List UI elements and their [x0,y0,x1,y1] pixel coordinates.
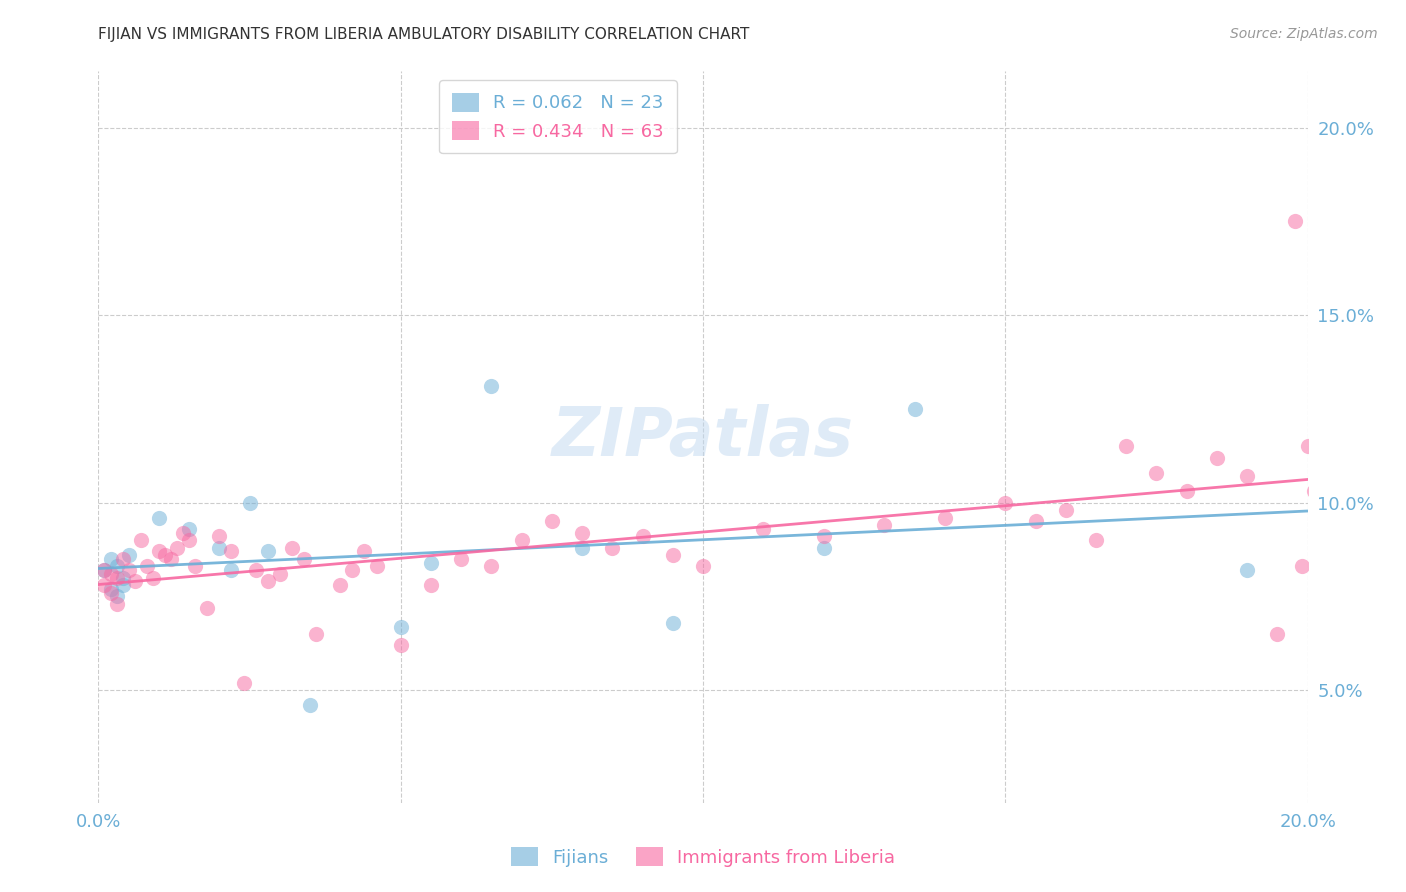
Point [329,578,352,592]
Point [100,566,122,581]
Point [179,533,201,548]
Point [1284,214,1306,228]
Point [602,541,624,555]
Point [692,559,714,574]
Text: ZIPatlas: ZIPatlas [553,404,853,470]
Point [994,496,1017,510]
Point [813,529,835,543]
Point [292,552,315,566]
Point [510,533,533,548]
Point [571,541,593,555]
Point [904,401,927,416]
Legend: R = 0.062   N = 23, R = 0.434   N = 63: R = 0.062 N = 23, R = 0.434 N = 63 [439,80,676,153]
Point [1291,559,1313,574]
Point [93,563,115,577]
Point [281,541,304,555]
Point [873,518,896,533]
Point [1267,627,1289,641]
Point [1206,450,1229,465]
Point [1309,469,1331,483]
Point [752,522,775,536]
Point [148,510,170,524]
Point [631,529,654,543]
Point [105,571,128,585]
Point [232,675,254,690]
Point [1054,503,1077,517]
Point [662,548,685,562]
Point [540,515,562,529]
Point [148,544,170,558]
Point [100,582,122,596]
Point [256,574,278,589]
Point [481,559,503,574]
Point [269,566,291,581]
Point [142,571,165,585]
Point [105,590,128,604]
Point [166,541,188,555]
Point [111,571,134,585]
Point [118,548,141,562]
Point [1175,484,1198,499]
Point [1296,440,1319,454]
Point [184,559,207,574]
Point [153,548,176,562]
Point [221,563,243,577]
Point [389,638,412,652]
Point [245,563,267,577]
Point [105,597,128,611]
Point [124,574,146,589]
Point [813,541,835,555]
Point [195,600,218,615]
Point [179,522,201,536]
Point [111,552,134,566]
Point [481,379,503,393]
Text: FIJIAN VS IMMIGRANTS FROM LIBERIA AMBULATORY DISABILITY CORRELATION CHART: FIJIAN VS IMMIGRANTS FROM LIBERIA AMBULA… [98,27,749,42]
Point [129,533,152,548]
Point [105,559,128,574]
Point [1302,484,1324,499]
Point [934,510,956,524]
Text: Source: ZipAtlas.com: Source: ZipAtlas.com [1230,27,1378,41]
Point [93,578,115,592]
Point [239,496,262,510]
Point [118,563,141,577]
Point [1236,563,1258,577]
Point [135,559,157,574]
Point [353,544,375,558]
Point [111,578,134,592]
Point [100,586,122,600]
Point [420,556,443,570]
Point [1115,440,1137,454]
Point [305,627,328,641]
Point [389,619,412,633]
Point [366,559,388,574]
Point [342,563,364,577]
Point [1085,533,1108,548]
Point [1144,466,1167,480]
Point [208,529,231,543]
Point [571,525,593,540]
Point [299,698,322,713]
Point [1236,469,1258,483]
Point [662,615,685,630]
Point [256,544,278,558]
Point [450,552,472,566]
Point [420,578,443,592]
Point [100,552,122,566]
Point [221,544,243,558]
Legend: Fijians, Immigrants from Liberia: Fijians, Immigrants from Liberia [503,840,903,874]
Point [1024,515,1046,529]
Point [208,541,231,555]
Point [160,552,183,566]
Point [172,525,194,540]
Point [93,563,115,577]
